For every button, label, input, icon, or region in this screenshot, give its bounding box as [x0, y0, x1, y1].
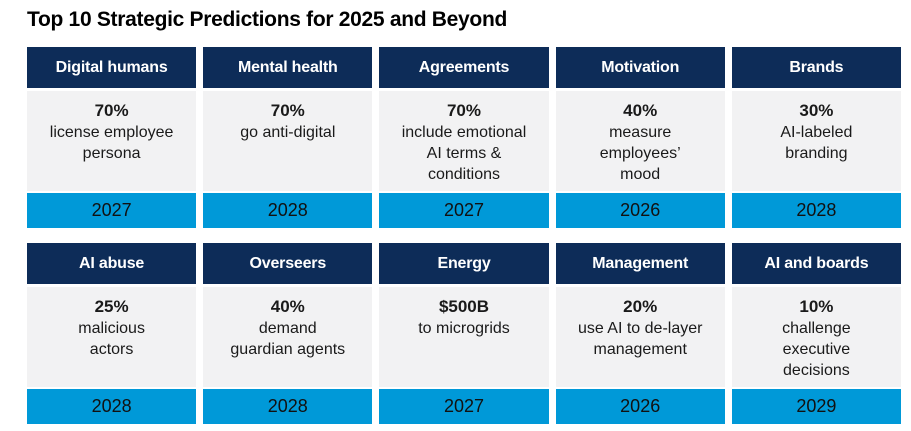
page-title: Top 10 Strategic Predictions for 2025 an…	[27, 8, 508, 31]
card-stat: 70%	[446, 101, 481, 120]
card-category: AI abuse	[27, 243, 197, 284]
card-category: Digital humans	[27, 47, 197, 88]
card-stat: 30%	[799, 101, 834, 120]
card-year: 2029	[731, 389, 901, 424]
card-description: go anti-digital	[240, 124, 336, 141]
card-description: include emotional AI terms & conditions	[401, 124, 527, 183]
card-year: 2028	[731, 193, 901, 228]
card-category: Brands	[731, 47, 901, 88]
prediction-card-management: Management 20% use AI to de-layer manage…	[555, 243, 725, 424]
card-description: measure employees’ mood	[599, 124, 681, 183]
card-description: use AI to de-layer management	[577, 320, 703, 358]
card-year: 2027	[379, 193, 549, 228]
prediction-card-digital-humans: Digital humans 70% license employee pers…	[27, 47, 197, 228]
card-category: Motivation	[555, 47, 725, 88]
card-year: 2028	[203, 193, 373, 228]
card-body: 20% use AI to de-layer management	[555, 287, 725, 387]
card-category: Overseers	[203, 243, 373, 284]
prediction-card-agreements: Agreements 70% include emotional AI term…	[379, 47, 549, 228]
prediction-card-ai-and-boards: AI and boards 10% challenge executive de…	[731, 243, 901, 424]
card-category: AI and boards	[731, 243, 901, 284]
card-body: 70% include emotional AI terms & conditi…	[379, 91, 549, 191]
card-stat: $500B	[438, 297, 490, 316]
card-body: 70% go anti-digital	[203, 91, 373, 191]
card-description: license employee persona	[49, 124, 174, 162]
prediction-card-energy: Energy $500B to microgrids 2027	[379, 243, 549, 424]
card-stat: 40%	[623, 101, 658, 120]
card-body: 10% challenge executive decisions	[731, 287, 901, 387]
card-body: 40% measure employees’ mood	[555, 91, 725, 191]
card-category: Agreements	[379, 47, 549, 88]
prediction-card-overseers: Overseers 40% demand guardian agents 202…	[203, 243, 373, 424]
card-body: 70% license employee persona	[27, 91, 197, 191]
prediction-card-mental-health: Mental health 70% go anti-digital 2028	[203, 47, 373, 228]
prediction-card-motivation: Motivation 40% measure employees’ mood 2…	[555, 47, 725, 228]
card-year: 2028	[203, 389, 373, 424]
card-body: 25% malicious actors	[27, 287, 197, 387]
card-category: Mental health	[203, 47, 373, 88]
card-stat: 10%	[799, 297, 834, 316]
card-stat: 70%	[94, 101, 129, 120]
card-description: malicious actors	[78, 320, 145, 358]
card-category: Management	[555, 243, 725, 284]
predictions-infographic: Top 10 Strategic Predictions for 2025 an…	[0, 8, 911, 431]
card-body: 40% demand guardian agents	[203, 287, 373, 387]
prediction-card-ai-abuse: AI abuse 25% malicious actors 2028	[27, 243, 197, 424]
card-description: challenge executive decisions	[782, 320, 851, 379]
card-year: 2026	[555, 193, 725, 228]
card-category: Energy	[379, 243, 549, 284]
card-body: $500B to microgrids	[379, 287, 549, 387]
card-year: 2028	[27, 389, 197, 424]
card-stat: 25%	[94, 297, 129, 316]
card-description: AI-labeled branding	[780, 124, 853, 162]
card-stat: 40%	[270, 297, 305, 316]
predictions-grid: Digital humans 70% license employee pers…	[27, 47, 901, 424]
card-year: 2026	[555, 389, 725, 424]
card-year: 2027	[27, 193, 197, 228]
prediction-card-brands: Brands 30% AI-labeled branding 2028	[731, 47, 901, 228]
card-stat: 20%	[623, 297, 658, 316]
card-description: demand guardian agents	[230, 320, 346, 358]
card-stat: 70%	[270, 101, 305, 120]
card-body: 30% AI-labeled branding	[731, 91, 901, 191]
card-year: 2027	[379, 389, 549, 424]
card-description: to microgrids	[418, 320, 510, 337]
